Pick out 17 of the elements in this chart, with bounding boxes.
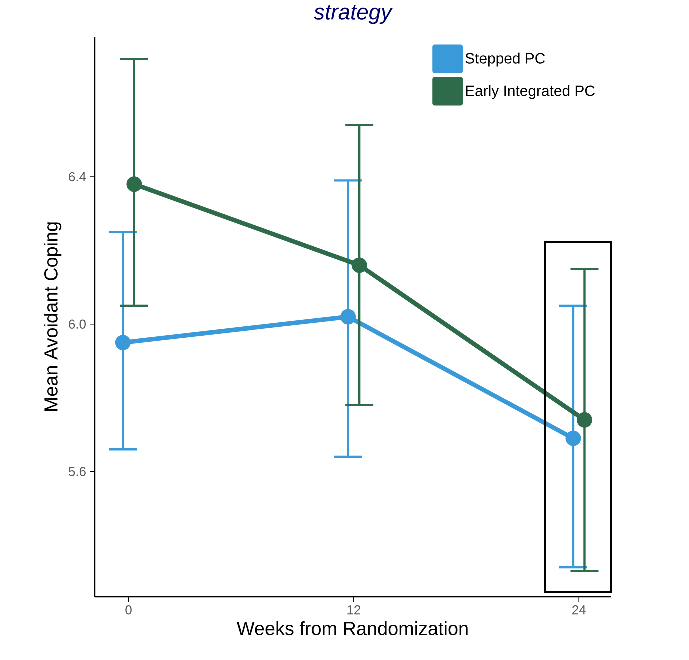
legend-label: Stepped PC (466, 52, 546, 67)
point (115, 335, 131, 351)
x-tick-label: 0 (126, 606, 132, 615)
point (340, 309, 356, 325)
y-tick-label: 6.4 (69, 172, 86, 182)
chart-title: strategy (314, 6, 394, 24)
y-tick-label: 5.6 (68, 467, 86, 476)
point (352, 258, 368, 274)
point (577, 412, 592, 428)
x-tick-label: 12 (348, 606, 360, 615)
legend-label: Early Integrated PC (466, 85, 595, 100)
point (566, 430, 582, 446)
x-tick-label: 24 (572, 606, 586, 615)
y-axis-title: Mean Avoidant Coping (44, 222, 62, 412)
point (126, 176, 142, 192)
x-axis-title: Weeks from Randomization (237, 622, 468, 636)
y-tick-label: 6.0 (69, 320, 86, 329)
